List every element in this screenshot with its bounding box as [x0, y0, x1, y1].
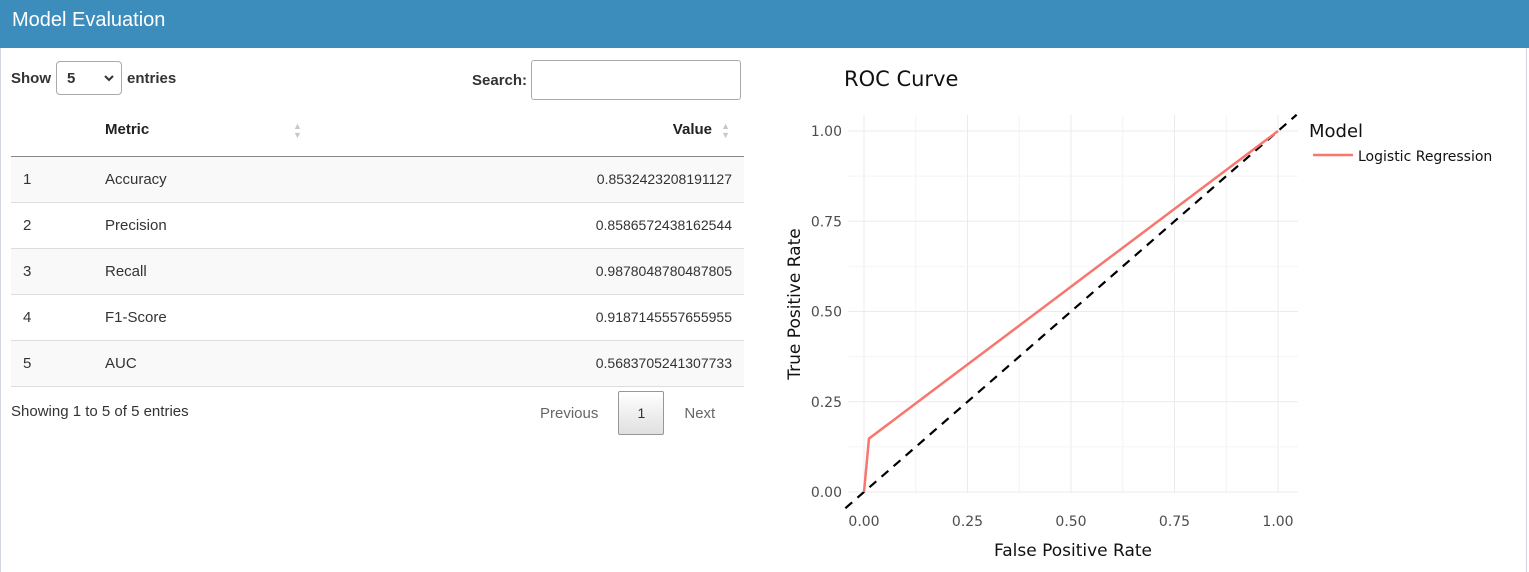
app-header: Model Evaluation	[0, 0, 1529, 48]
table-header: Metric ▲ ▼ Value ▲ ▼	[11, 108, 744, 157]
value-cell: 0.8586572438162544	[595, 217, 732, 233]
show-label: Show	[11, 69, 51, 87]
metrics-table: Metric ▲ ▼ Value ▲ ▼ 1 Accuracy 0.85324232…	[11, 108, 744, 387]
x-tick-label: 0.75	[1159, 514, 1190, 530]
page-length-value: 5	[67, 69, 76, 87]
roc-chart: ROC Curve 0.000.250.500.751.00 0.00 0.25 0…	[785, 67, 1492, 561]
table-info: Showing 1 to 5 of 5 entries	[11, 403, 189, 420]
column-header-metric[interactable]: Metric	[105, 121, 150, 138]
y-tick-label: 0.75	[811, 214, 842, 230]
metric-cell: Accuracy	[105, 171, 167, 188]
row-index: 3	[23, 263, 32, 280]
y-tick-label: 0.25	[811, 395, 842, 411]
page-length-control: Show 5 entries	[11, 60, 176, 96]
search-label: Search:	[472, 71, 528, 89]
sort-icon[interactable]: ▲ ▼	[721, 121, 730, 140]
page-length-select[interactable]: 5	[56, 61, 122, 95]
y-tick-label: 1.00	[811, 124, 842, 140]
row-index: 1	[23, 171, 32, 188]
y-axis-label: True Positive Rate	[785, 228, 805, 380]
row-index: 4	[23, 309, 32, 326]
search-input[interactable]	[531, 60, 742, 100]
series-line-logistic-regression	[862, 130, 1279, 493]
value-cell: 0.9878048780487805	[595, 263, 732, 279]
row-index: 5	[23, 355, 32, 372]
entries-label: entries	[127, 69, 177, 87]
x-axis-label: False Positive Rate	[994, 541, 1152, 561]
column-header-value[interactable]: Value	[672, 121, 712, 138]
value-cell: 0.5683705241307733	[595, 355, 732, 371]
value-cell: 0.9187145557655955	[595, 309, 732, 325]
row-index: 2	[23, 217, 32, 234]
value-cell: 0.8532423208191127	[596, 171, 732, 187]
legend-title: Model	[1309, 121, 1363, 142]
chart-title: ROC Curve	[844, 67, 958, 91]
box-border-left	[0, 48, 1, 572]
table-row: 5 AUC 0.5683705241307733	[11, 341, 744, 387]
y-axis-ticks: 0.00 0.25 0.50 0.75 1.00	[811, 124, 842, 501]
next-button[interactable]: Next	[684, 404, 716, 422]
x-tick-label: 0.50	[1055, 514, 1086, 530]
page-title: Model Evaluation	[12, 9, 166, 31]
pagination: Previous 1 Next	[530, 391, 715, 435]
legend-entry: Logistic Regression	[1358, 149, 1492, 165]
reference-diagonal-line	[844, 113, 1298, 510]
y-tick-label: 0.50	[811, 305, 842, 321]
y-tick-label: 0.00	[811, 485, 842, 501]
table-row: 3 Recall 0.9878048780487805	[11, 249, 744, 295]
x-tick-label: 0.00	[848, 514, 879, 530]
x-tick-label: 0.25	[952, 514, 983, 530]
metric-cell: AUC	[105, 355, 137, 372]
x-tick-label: 1.00	[1262, 514, 1293, 530]
sort-icon[interactable]: ▲ ▼	[293, 121, 302, 140]
table-row: 2 Precision 0.8586572438162544	[11, 203, 744, 249]
previous-button[interactable]: Previous	[540, 404, 599, 422]
table-search: Search:	[472, 60, 742, 100]
metric-cell: F1-Score	[105, 309, 167, 326]
box-border-right	[1526, 48, 1527, 572]
chevron-down-icon	[103, 69, 115, 90]
metric-cell: Recall	[105, 263, 147, 280]
table-row: 1 Accuracy 0.8532423208191127	[11, 157, 744, 203]
x-axis-ticks: 0.00 0.25 0.50 0.75 1.00	[848, 514, 1293, 530]
page-button-1[interactable]: 1	[618, 391, 665, 435]
plot-grid	[848, 115, 1298, 493]
table-row: 4 F1-Score 0.9187145557655955	[11, 295, 744, 341]
metric-cell: Precision	[105, 217, 167, 234]
